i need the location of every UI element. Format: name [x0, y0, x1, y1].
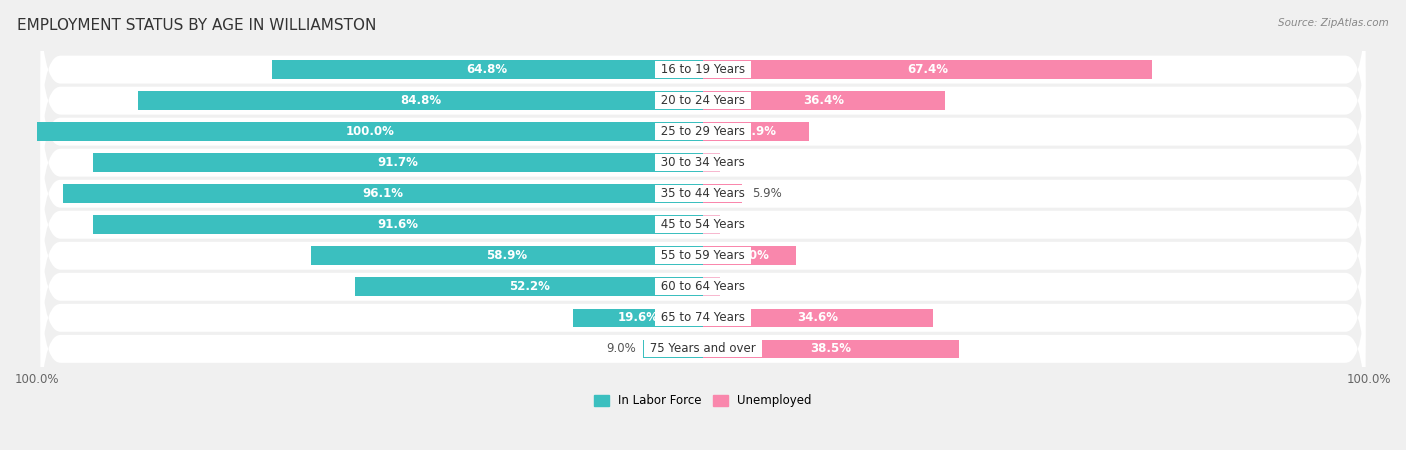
Text: 96.1%: 96.1% — [363, 187, 404, 200]
FancyBboxPatch shape — [41, 208, 1365, 366]
Text: 0.0%: 0.0% — [713, 156, 742, 169]
Text: 45 to 54 Years: 45 to 54 Years — [657, 218, 749, 231]
Bar — [311, 247, 703, 265]
Text: 35 to 44 Years: 35 to 44 Years — [657, 187, 749, 200]
Text: 0.0%: 0.0% — [713, 218, 742, 231]
Bar — [703, 91, 945, 110]
Bar — [37, 122, 703, 141]
Text: 55 to 59 Years: 55 to 59 Years — [657, 249, 749, 262]
Text: Source: ZipAtlas.com: Source: ZipAtlas.com — [1278, 18, 1389, 28]
Bar — [643, 340, 703, 358]
Bar — [703, 216, 720, 234]
FancyBboxPatch shape — [41, 53, 1365, 211]
Bar — [703, 91, 945, 110]
Bar — [703, 153, 720, 172]
Bar — [703, 309, 934, 327]
Text: 75 Years and over: 75 Years and over — [647, 342, 759, 356]
Bar — [703, 340, 959, 358]
Bar — [703, 309, 934, 327]
FancyBboxPatch shape — [41, 177, 1365, 335]
Text: 30 to 34 Years: 30 to 34 Years — [657, 156, 749, 169]
FancyBboxPatch shape — [41, 270, 1365, 428]
Text: 65 to 74 Years: 65 to 74 Years — [657, 311, 749, 324]
Text: 67.4%: 67.4% — [907, 63, 948, 76]
Text: 9.0%: 9.0% — [606, 342, 637, 356]
FancyBboxPatch shape — [41, 115, 1365, 273]
FancyBboxPatch shape — [41, 22, 1365, 180]
Bar — [703, 60, 1152, 79]
Bar — [138, 91, 703, 110]
Bar — [356, 278, 703, 296]
Text: 20 to 24 Years: 20 to 24 Years — [657, 94, 749, 107]
Text: 60 to 64 Years: 60 to 64 Years — [657, 280, 749, 293]
Text: 91.6%: 91.6% — [378, 218, 419, 231]
Text: 16 to 19 Years: 16 to 19 Years — [657, 63, 749, 76]
Bar — [93, 153, 703, 172]
FancyBboxPatch shape — [41, 146, 1365, 304]
Bar — [703, 60, 1152, 79]
Legend: In Labor Force, Unemployed: In Labor Force, Unemployed — [589, 390, 817, 412]
FancyBboxPatch shape — [41, 0, 1365, 149]
Bar — [703, 122, 808, 141]
Text: 19.6%: 19.6% — [617, 311, 658, 324]
Text: 38.5%: 38.5% — [811, 342, 852, 356]
Text: 100.0%: 100.0% — [346, 125, 395, 138]
Text: 25 to 29 Years: 25 to 29 Years — [657, 125, 749, 138]
Text: 58.9%: 58.9% — [486, 249, 527, 262]
FancyBboxPatch shape — [41, 84, 1365, 242]
Bar — [703, 247, 796, 265]
Text: EMPLOYMENT STATUS BY AGE IN WILLIAMSTON: EMPLOYMENT STATUS BY AGE IN WILLIAMSTON — [17, 18, 377, 33]
Text: 0.0%: 0.0% — [713, 280, 742, 293]
Bar — [271, 60, 703, 79]
Text: 36.4%: 36.4% — [804, 94, 845, 107]
Bar — [703, 247, 796, 265]
Text: 64.8%: 64.8% — [467, 63, 508, 76]
Bar — [703, 340, 959, 358]
Text: 5.9%: 5.9% — [752, 187, 782, 200]
Bar — [63, 184, 703, 203]
Bar — [703, 184, 742, 203]
FancyBboxPatch shape — [41, 238, 1365, 397]
Text: 84.8%: 84.8% — [401, 94, 441, 107]
Text: 52.2%: 52.2% — [509, 280, 550, 293]
Bar — [93, 216, 703, 234]
Bar — [703, 184, 742, 203]
Text: 34.6%: 34.6% — [797, 311, 838, 324]
Bar — [703, 278, 720, 296]
Text: 15.9%: 15.9% — [735, 125, 776, 138]
Bar — [572, 309, 703, 327]
Text: 91.7%: 91.7% — [377, 156, 418, 169]
Text: 14.0%: 14.0% — [730, 249, 770, 262]
Bar — [703, 122, 808, 141]
